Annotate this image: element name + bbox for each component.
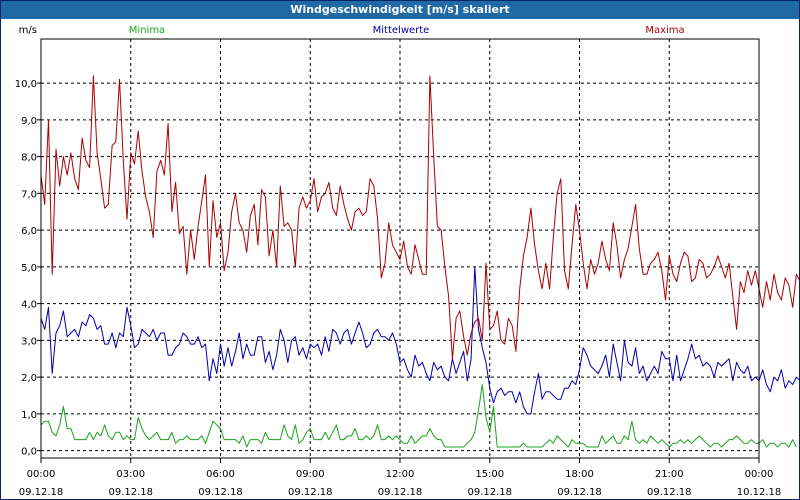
- x-tick-time: 03:00: [116, 469, 145, 480]
- x-tick-date: 09.12.18: [647, 487, 692, 498]
- x-tick-date: 10.12.18: [737, 487, 782, 498]
- legend-mittelwerte: Mittelwerte: [373, 25, 430, 36]
- y-tick-label: 10,0: [15, 79, 37, 90]
- y-tick-label: 6,0: [21, 226, 37, 237]
- grid: [40, 39, 760, 458]
- legend-minima: Minima: [129, 25, 165, 36]
- y-tick-label: 2,0: [21, 373, 37, 384]
- x-tick-date: 09.12.18: [108, 487, 153, 498]
- y-tick-label: 8,0: [21, 153, 37, 164]
- x-tick-date: 09.12.18: [378, 487, 423, 498]
- x-tick-time: 21:00: [655, 469, 684, 480]
- y-tick-label: 9,0: [21, 116, 37, 127]
- y-tick-label: 7,0: [21, 189, 37, 200]
- x-tick-date: 09.12.18: [557, 487, 602, 498]
- y-axis-unit: m/s: [19, 25, 37, 36]
- series-lines: [40, 75, 799, 448]
- x-tick-date: 09.12.18: [467, 487, 512, 498]
- series-line-mittelwerte: [40, 266, 799, 415]
- x-tick-date: 09.12.18: [288, 487, 333, 498]
- x-tick-time: 12:00: [386, 469, 415, 480]
- x-tick-time: 09:00: [296, 469, 325, 480]
- y-axis: 0,0 1,0 2,0 3,0 4,0 5,0 6,0 7,0 8,0 9,0 10,0 m/s: [15, 25, 41, 458]
- y-tick-label: 4,0: [21, 300, 37, 311]
- y-tick-label: 0,0: [21, 447, 37, 458]
- legend: Minima Mittelwerte Maxima: [129, 25, 685, 36]
- y-tick-label: 3,0: [21, 336, 37, 347]
- x-tick-time: 00:00: [27, 469, 56, 480]
- x-tick-date: 09.12.18: [198, 487, 243, 498]
- y-tick-label: 5,0: [21, 263, 37, 274]
- legend-maxima: Maxima: [645, 25, 684, 36]
- window-title: Windgeschwindigkeit [m/s] skaliert: [1, 1, 799, 19]
- x-tick-time: 18:00: [565, 469, 594, 480]
- series-line-maxima: [40, 75, 799, 360]
- x-tick-date: 09.12.18: [19, 487, 64, 498]
- x-tick-time: 00:00: [745, 469, 774, 480]
- y-tick-label: 1,0: [21, 410, 37, 421]
- x-axis: 00:00 09.12.18 03:00 09.12.18 06:00 09.12.18 0…: [19, 458, 782, 498]
- series-line-minima: [40, 384, 797, 448]
- x-tick-time: 15:00: [475, 469, 504, 480]
- x-tick-time: 06:00: [206, 469, 235, 480]
